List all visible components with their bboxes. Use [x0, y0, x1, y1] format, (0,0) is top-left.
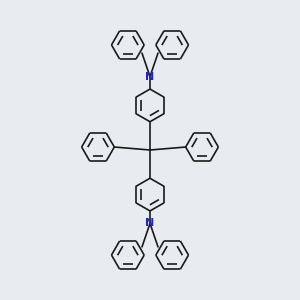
Text: N: N — [146, 218, 154, 228]
Text: N: N — [146, 72, 154, 82]
